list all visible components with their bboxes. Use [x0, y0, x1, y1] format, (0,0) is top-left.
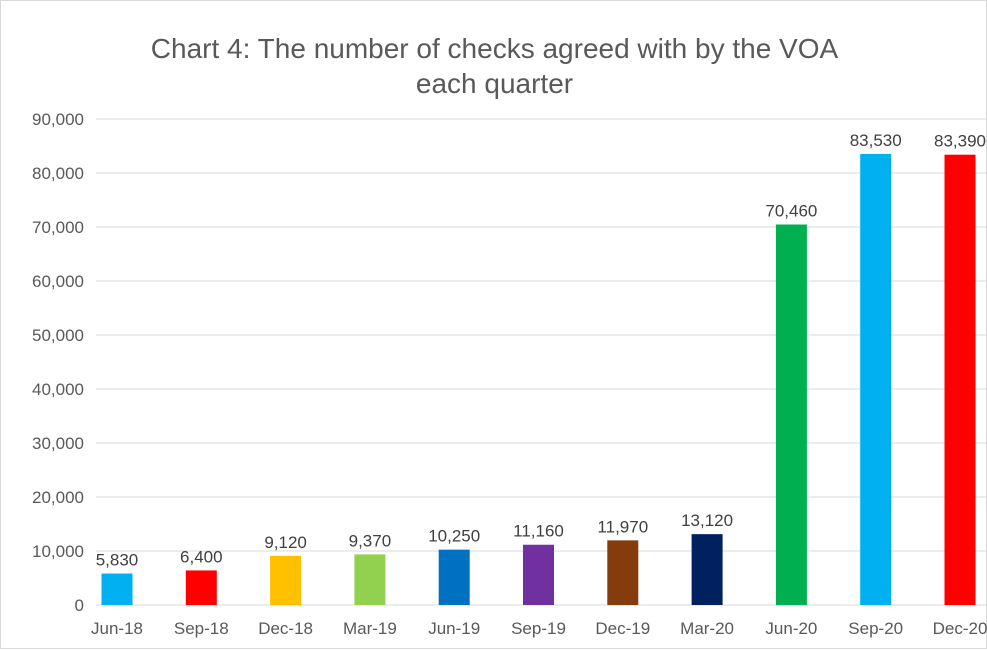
bar-mar-20	[691, 534, 723, 605]
x-tick-label: Sep-20	[848, 619, 903, 638]
bar-sep-20	[860, 153, 892, 606]
bar-jun-20	[775, 224, 807, 606]
y-tick-label: 30,000	[32, 434, 84, 453]
y-tick-label: 90,000	[32, 110, 84, 129]
data-label: 9,120	[264, 533, 307, 552]
y-tick-label: 80,000	[32, 164, 84, 183]
bar-dec-20	[944, 154, 976, 605]
x-tick-label: Dec-18	[258, 619, 313, 638]
y-tick-label: 0	[75, 596, 84, 615]
y-tick-label: 50,000	[32, 326, 84, 345]
y-tick-label: 10,000	[32, 542, 84, 561]
bar-sep-18	[185, 570, 217, 605]
chart-title: Chart 4: The number of checks agreed wit…	[1, 31, 987, 101]
x-tick-label: Dec-19	[595, 619, 650, 638]
x-tick-label: Dec-20	[933, 619, 987, 638]
bar-dec-18	[270, 555, 302, 605]
bar-dec-19	[607, 540, 639, 605]
data-label: 6,400	[180, 547, 223, 566]
x-tick-label: Sep-19	[511, 619, 566, 638]
y-tick-label: 40,000	[32, 380, 84, 399]
x-tick-label: Jun-20	[765, 619, 817, 638]
y-axis: 0 10,000 20,000 30,000 40,000 50,000 60,000 70,…	[32, 110, 84, 615]
chart-title-line-2: each quarter	[415, 68, 574, 99]
data-labels: 5,830 6,400 9,120 9,370 10,250 11,160 11,970 13…	[96, 131, 986, 570]
bar-jun-18	[101, 573, 133, 605]
x-tick-label: Sep-18	[174, 619, 229, 638]
data-label: 5,830	[96, 551, 139, 570]
bar-jun-19	[438, 549, 470, 605]
bar-mar-19	[354, 554, 386, 605]
bar-sep-19	[523, 544, 554, 605]
x-tick-label: Jun-18	[91, 619, 143, 638]
y-tick-label: 70,000	[32, 218, 84, 237]
data-label: 10,250	[428, 527, 480, 546]
x-axis: Jun-18 Sep-18 Dec-18 Mar-19 Jun-19 Sep-19 Dec-…	[91, 619, 987, 638]
data-label: 11,160	[513, 522, 564, 541]
y-tick-label: 20,000	[32, 488, 84, 507]
chart-title-line-1: Chart 4: The number of checks agreed wit…	[150, 33, 839, 64]
x-tick-label: Mar-20	[680, 619, 734, 638]
data-label: 13,120	[681, 511, 733, 530]
y-tick-label: 60,000	[32, 272, 84, 291]
data-label: 83,530	[850, 131, 902, 150]
data-label: 9,370	[349, 531, 392, 550]
x-tick-label: Mar-19	[343, 619, 397, 638]
bars	[101, 153, 976, 606]
data-label: 11,970	[597, 517, 648, 536]
x-tick-label: Jun-19	[428, 619, 480, 638]
data-label: 83,390	[934, 132, 986, 151]
gridlines	[96, 118, 987, 606]
data-label: 70,460	[765, 202, 817, 221]
